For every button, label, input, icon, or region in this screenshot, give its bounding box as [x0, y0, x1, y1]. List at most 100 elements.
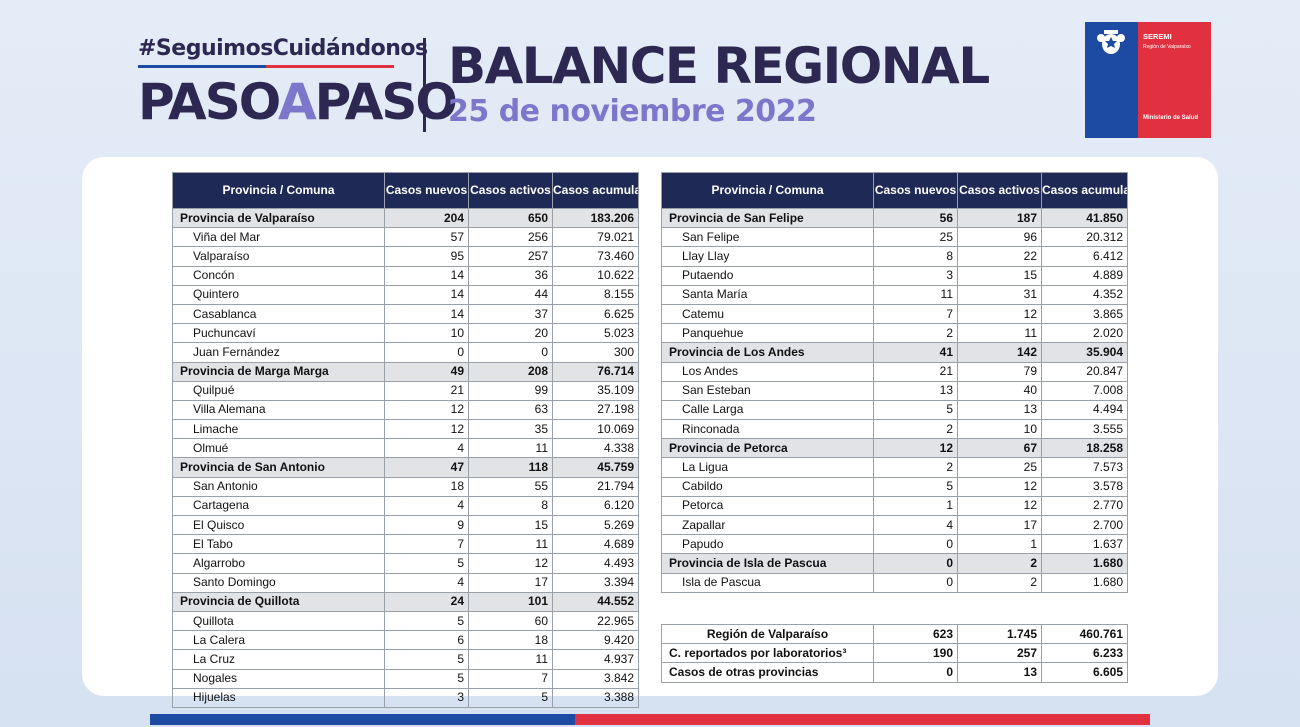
- cell-activos: 11: [957, 323, 1042, 344]
- cell-activos: 8: [468, 495, 553, 517]
- table-row: Panquehue 2 11 2.020: [661, 323, 1128, 344]
- cell-nuevos: 6: [384, 630, 469, 651]
- cell-nuevos: 0: [873, 534, 958, 555]
- cell-nuevos: 95: [384, 246, 469, 267]
- cell-nuevos: 13: [873, 380, 958, 401]
- cell-acumulados: 3.842: [552, 668, 639, 689]
- table-row: Puchuncaví 10 20 5.023: [172, 323, 639, 344]
- col-header-activos: Casos activos: [468, 172, 553, 209]
- cell-acumulados: 6.625: [552, 303, 639, 325]
- cell-acumulados: 4.889: [1041, 265, 1128, 286]
- cell-name: La Calera: [172, 630, 385, 651]
- table-row: Algarrobo 5 12 4.493: [172, 553, 639, 574]
- cell-activos: 17: [468, 572, 553, 593]
- cell-name: Quilpué: [172, 380, 385, 401]
- cell-activos: 31: [957, 284, 1042, 305]
- cell-nuevos: 7: [873, 303, 958, 325]
- col-header-activos: Casos activos: [957, 172, 1042, 209]
- cell-activos: 5: [468, 687, 553, 708]
- cell-acumulados: 18.258: [1041, 438, 1128, 459]
- table-row: Provincia de Petorca 12 67 18.258: [661, 438, 1128, 459]
- cell-nuevos: 5: [384, 649, 469, 670]
- cell-nuevos: 0: [873, 572, 958, 593]
- cell-nuevos: 3: [873, 265, 958, 286]
- cell-acumulados: 27.198: [552, 399, 639, 421]
- table-row: La Cruz 5 11 4.937: [172, 649, 639, 670]
- cell-acumulados: 4.494: [1041, 399, 1128, 421]
- table-row: Provincia de San Felipe 56 187 41.850: [661, 207, 1128, 229]
- cell-acumulados: 5.269: [552, 514, 639, 536]
- cell-name: Algarrobo: [172, 553, 385, 574]
- cell-nuevos: 4: [384, 572, 469, 593]
- table-row: Zapallar 4 17 2.700: [661, 514, 1128, 536]
- cell-acumulados: 35.109: [552, 380, 639, 401]
- cell-activos: 10: [957, 419, 1042, 440]
- cell-activos: 13: [957, 399, 1042, 421]
- cell-name: Cartagena: [172, 495, 385, 517]
- cell-nuevos: 7: [384, 534, 469, 555]
- hashtag-underline: [138, 65, 394, 68]
- cell-acumulados: 3.578: [1041, 476, 1128, 497]
- cell-name: La Ligua: [661, 457, 874, 478]
- cell-activos: 96: [957, 227, 1042, 248]
- cell-acumulados: 4.338: [552, 438, 639, 459]
- cell-nuevos: 4: [384, 495, 469, 517]
- cell-activos: 15: [957, 265, 1042, 286]
- cell-name: Papudo: [661, 534, 874, 555]
- table-row: Concón 14 36 10.622: [172, 265, 639, 286]
- table-row: Provincia de Isla de Pascua 0 2 1.680: [661, 553, 1128, 574]
- cell-acumulados: 7.008: [1041, 380, 1128, 401]
- cell-name: Provincia de San Antonio: [172, 457, 385, 478]
- table-row: Olmué 4 11 4.338: [172, 438, 639, 459]
- cell-name: Calle Larga: [661, 399, 874, 421]
- cell-name: Hijuelas: [172, 687, 385, 708]
- cell-name: Petorca: [661, 495, 874, 517]
- cell-activos: 12: [957, 303, 1042, 325]
- cell-nuevos: 190: [873, 643, 958, 664]
- cell-acumulados: 20.847: [1041, 361, 1128, 382]
- cell-activos: 79: [957, 361, 1042, 382]
- cell-nuevos: 14: [384, 303, 469, 325]
- cell-acumulados: 8.155: [552, 284, 639, 305]
- cell-nuevos: 4: [384, 438, 469, 459]
- cell-nuevos: 12: [384, 419, 469, 440]
- cell-activos: 1.745: [957, 623, 1042, 645]
- table-row: Provincia de Marga Marga 49 208 76.714: [172, 361, 639, 382]
- cell-activos: 99: [468, 380, 553, 401]
- cell-activos: 142: [957, 342, 1042, 363]
- cell-name: Catemu: [661, 303, 874, 325]
- cell-name: Juan Fernández: [172, 342, 385, 363]
- cell-nuevos: 5: [384, 553, 469, 574]
- cell-acumulados: 21.794: [552, 476, 639, 497]
- cell-nuevos: 8: [873, 246, 958, 267]
- cell-acumulados: 7.573: [1041, 457, 1128, 478]
- cell-name: Provincia de Marga Marga: [172, 361, 385, 382]
- cell-activos: 11: [468, 438, 553, 459]
- cell-acumulados: 5.023: [552, 323, 639, 344]
- cell-nuevos: 5: [384, 668, 469, 689]
- cell-acumulados: 2.700: [1041, 514, 1128, 536]
- cell-name: Valparaíso: [172, 246, 385, 267]
- cell-name: Putaendo: [661, 265, 874, 286]
- table-row: Cabildo 5 12 3.578: [661, 476, 1128, 497]
- table-row: Santa María 11 31 4.352: [661, 284, 1128, 305]
- cell-acumulados: 4.493: [552, 553, 639, 574]
- cell-acumulados: 3.555: [1041, 419, 1128, 440]
- cell-acumulados: 10.069: [552, 419, 639, 440]
- cell-name: Zapallar: [661, 514, 874, 536]
- page-title: BALANCE REGIONAL: [448, 37, 990, 95]
- cell-nuevos: 49: [384, 361, 469, 382]
- cell-activos: 650: [468, 207, 553, 229]
- table-row: Isla de Pascua 0 2 1.680: [661, 572, 1128, 593]
- cell-name: El Quisco: [172, 514, 385, 536]
- cell-activos: 17: [957, 514, 1042, 536]
- cell-name: Provincia de San Felipe: [661, 207, 874, 229]
- cell-name: C. reportados por laboratorios³: [661, 643, 874, 664]
- table-row: Catemu 7 12 3.865: [661, 303, 1128, 325]
- table-row: San Antonio 18 55 21.794: [172, 476, 639, 497]
- cell-activos: 25: [957, 457, 1042, 478]
- cell-activos: 257: [468, 246, 553, 267]
- cell-activos: 67: [957, 438, 1042, 459]
- table-row: Papudo 0 1 1.637: [661, 534, 1128, 555]
- paso-a-paso-wordmark: PASOAPASO: [138, 73, 458, 131]
